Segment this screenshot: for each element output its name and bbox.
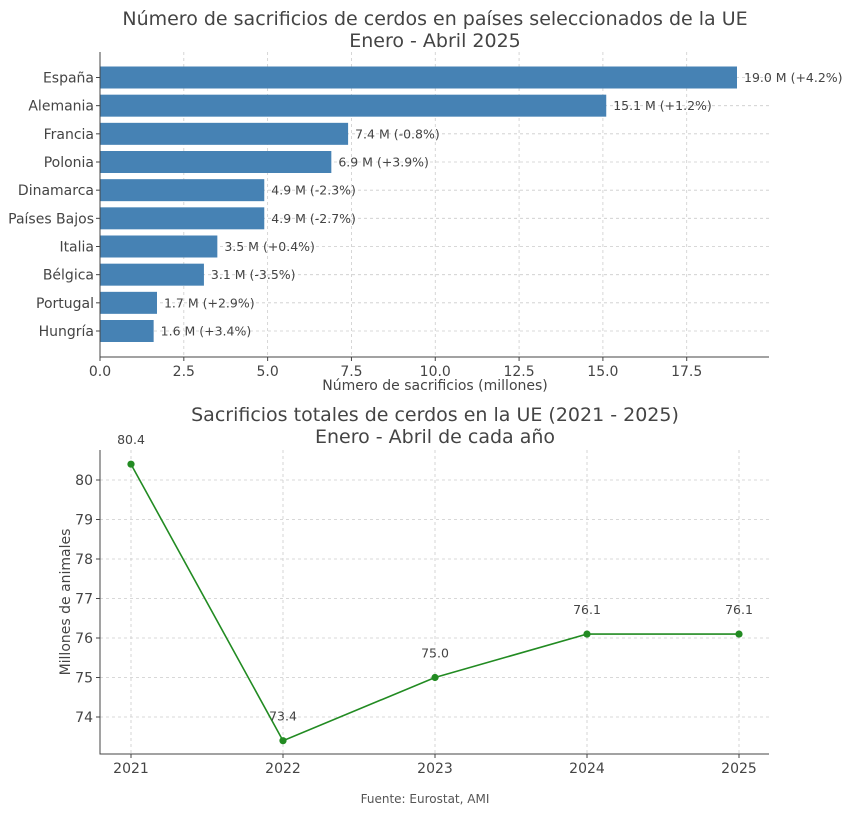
line-chart: Sacrificios totales de cerdos en la UE (… — [58, 404, 769, 777]
bar — [100, 151, 332, 173]
line-y-tick-label: 74 — [75, 710, 93, 726]
bar-axes — [99, 52, 769, 358]
bar-x-tick-label: 2.5 — [173, 364, 195, 380]
bar-x-tick-label: 0.0 — [89, 364, 111, 380]
line-grid — [100, 450, 769, 754]
bar-data-labels: 19.0 M (+4.2%) 15.1 M (+1.2%) 7.4 M (-0.8%… — [161, 70, 843, 339]
bar-category-label: Polonia — [44, 155, 94, 171]
bar-category-label: Hungría — [39, 324, 94, 340]
bar-chart-title: Número de sacrificios de cerdos en paíse… — [122, 8, 747, 30]
bar-category-label: Dinamarca — [18, 183, 94, 199]
bar-x-tick-label: 7.5 — [340, 364, 362, 380]
bar-x-axis-label: Número de sacrificios (millones) — [322, 378, 548, 394]
line-y-tick-label: 77 — [75, 592, 93, 608]
line-y-tick-label: 79 — [75, 513, 93, 529]
bar — [100, 66, 737, 89]
bar-value-label: 1.6 M (+3.4%) — [161, 324, 252, 339]
bar-value-label: 3.5 M (+0.4%) — [224, 239, 315, 254]
bar-value-label: 19.0 M (+4.2%) — [744, 70, 843, 85]
line-y-axis-label: Millones de animales — [58, 529, 74, 676]
line-point — [279, 737, 287, 745]
bar-category-label: Países Bajos — [8, 211, 94, 227]
line-y-tick-label: 80 — [75, 473, 93, 489]
line-y-tick-label: 75 — [75, 671, 93, 687]
bar-value-label: 6.9 M (+3.9%) — [338, 155, 429, 170]
line-x-tick-label: 2022 — [265, 761, 301, 777]
bar-value-label: 15.1 M (+1.2%) — [613, 98, 712, 113]
bar-chart: Número de sacrificios de cerdos en paíse… — [8, 8, 842, 394]
line-point — [735, 630, 743, 638]
line-value-label: 75.0 — [421, 646, 449, 661]
line-y-tick-label: 78 — [75, 552, 93, 568]
line-value-label: 73.4 — [269, 709, 297, 724]
bar-category-label: España — [43, 71, 94, 87]
source-note: Fuente: Eurostat, AMI — [361, 792, 490, 806]
line-x-axis-ticks: 2021 2022 2023 2024 2025 — [113, 754, 757, 777]
bar — [100, 179, 265, 202]
line-value-label: 76.1 — [725, 602, 753, 617]
line-chart-title: Sacrificios totales de cerdos en la UE (… — [191, 404, 679, 426]
bar-category-label: Portugal — [36, 296, 94, 312]
bar-y-axis-ticks: España Alemania Francia Polonia Dinamarca Paí… — [8, 71, 100, 340]
line-x-tick-label: 2025 — [721, 761, 757, 777]
bar-value-label: 1.7 M (+2.9%) — [164, 295, 255, 310]
bar-series — [100, 66, 737, 342]
line-point — [431, 673, 439, 682]
bar-value-label: 3.1 M (-3.5%) — [211, 267, 296, 282]
bar — [100, 94, 607, 117]
bar-x-tick-label: 15.0 — [587, 364, 618, 380]
line-y-axis-ticks: 74 75 76 77 78 79 80 — [75, 473, 100, 726]
bar — [100, 122, 349, 145]
bar-chart-subtitle: Enero - Abril 2025 — [349, 30, 521, 52]
line-value-label: 76.1 — [573, 602, 601, 617]
line-x-tick-label: 2021 — [113, 761, 149, 777]
line-y-tick-label: 76 — [75, 631, 93, 647]
bar-category-label: Bélgica — [43, 268, 94, 284]
bar-category-label: Italia — [59, 240, 94, 256]
bar-x-tick-label: 5.0 — [256, 364, 278, 380]
bar-x-tick-label: 17.5 — [671, 364, 702, 380]
bar — [100, 291, 157, 314]
line-x-tick-label: 2023 — [417, 761, 453, 777]
line-x-tick-label: 2024 — [569, 761, 605, 777]
bar-value-label: 4.9 M (-2.3%) — [271, 183, 356, 198]
line-chart-subtitle: Enero - Abril de cada año — [315, 426, 555, 448]
line-axes — [99, 450, 769, 755]
bar — [100, 320, 154, 342]
bar-x-axis-ticks: 0.0 2.5 5.0 7.5 10.0 12.5 15.0 17.5 — [89, 357, 702, 380]
line-value-label: 80.4 — [117, 432, 145, 447]
bar-value-label: 7.4 M (-0.8%) — [355, 126, 440, 141]
line-point — [583, 630, 591, 638]
bar-category-label: Francia — [44, 127, 94, 143]
line-series — [127, 460, 743, 745]
bar — [100, 235, 218, 258]
bar-x-tick-label: 10.0 — [420, 364, 451, 380]
bar-value-label: 4.9 M (-2.7%) — [271, 211, 356, 226]
bar — [100, 263, 204, 286]
bar-x-tick-label: 12.5 — [503, 364, 534, 380]
bar-category-label: Alemania — [28, 99, 94, 115]
line-data-labels: 80.4 73.4 75.0 76.1 76.1 — [117, 432, 753, 724]
bar — [100, 207, 265, 230]
line-point — [127, 460, 135, 468]
